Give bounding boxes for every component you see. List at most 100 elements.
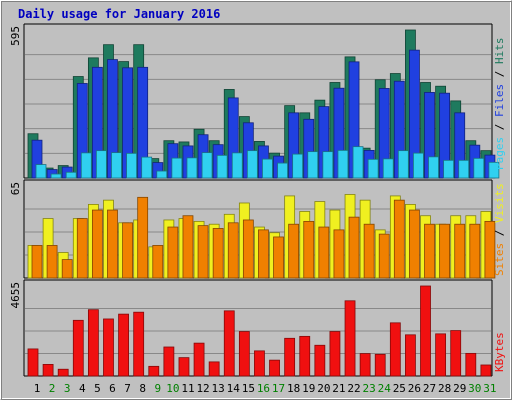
bar-sites-day-29 <box>454 223 466 279</box>
bar-pages-day-18 <box>292 153 304 179</box>
bar-sites-day-10 <box>167 226 179 279</box>
bar-sites-day-12 <box>197 225 209 279</box>
bar-kbytes-day-1 <box>27 348 39 377</box>
axis-max-label: 4655 <box>9 282 22 309</box>
bar-sites-day-16 <box>258 229 269 279</box>
x-tick-label: 22 <box>347 382 360 395</box>
bar-sites-day-15 <box>242 219 254 279</box>
bar-kbytes-day-23 <box>359 353 371 377</box>
bar-pages-day-17 <box>277 162 288 179</box>
x-tick-label: 10 <box>166 382 179 395</box>
bar-kbytes-day-14 <box>223 310 235 377</box>
x-tick-label: 2 <box>49 382 56 395</box>
bar-sites-day-20 <box>318 226 330 279</box>
chart-title: Daily usage for January 2016 <box>18 7 220 21</box>
bar-pages-day-10 <box>171 157 183 179</box>
legend-label-pages: Pages <box>493 137 506 170</box>
panel-kbytes: 4655 <box>9 279 493 377</box>
bar-kbytes-day-3 <box>57 368 69 377</box>
bar-sites-day-17 <box>273 236 284 279</box>
panel-hits: 595 <box>9 23 500 179</box>
bar-kbytes-day-8 <box>133 311 145 377</box>
x-tick-label: 7 <box>124 382 131 395</box>
legend-label-visits: Visits <box>493 183 506 223</box>
bar-sites-day-19 <box>303 220 315 279</box>
bar-kbytes-day-25 <box>389 322 401 377</box>
legend-separator: / <box>493 64 506 84</box>
x-tick-label: 23 <box>363 382 376 395</box>
bar-sites-day-27 <box>424 223 435 279</box>
legend-bottom: KBytes <box>493 332 506 372</box>
bar-kbytes-day-12 <box>193 342 205 377</box>
x-tick-label: 21 <box>332 382 345 395</box>
bar-kbytes-day-28 <box>435 333 447 377</box>
bar-sites-day-18 <box>288 223 300 279</box>
bar-sites-day-13 <box>212 228 224 279</box>
x-tick-label: 1 <box>34 382 41 395</box>
x-tick-label: 29 <box>453 382 466 395</box>
x-tick-label: 24 <box>378 382 392 395</box>
x-tick-label: 12 <box>196 382 209 395</box>
bar-pages-day-11 <box>186 157 198 179</box>
bar-kbytes-day-7 <box>118 313 129 377</box>
bar-kbytes-day-20 <box>314 344 326 377</box>
bar-pages-day-14 <box>231 152 243 179</box>
bar-pages-day-9 <box>156 170 168 179</box>
bar-pages-day-21 <box>337 149 349 179</box>
bar-pages-day-7 <box>126 152 137 179</box>
bar-sites-day-1 <box>31 245 43 279</box>
bar-sites-day-26 <box>409 209 420 279</box>
bar-pages-day-23 <box>367 158 379 179</box>
bar-pages-day-8 <box>141 156 153 179</box>
bar-kbytes-day-26 <box>405 334 416 377</box>
bar-sites-day-3 <box>61 259 73 279</box>
bar-sites-day-2 <box>46 245 58 279</box>
x-tick-label: 25 <box>393 382 406 395</box>
bar-kbytes-day-19 <box>299 335 311 377</box>
x-tick-label: 9 <box>154 382 161 395</box>
bar-pages-day-3 <box>65 171 77 179</box>
bar-pages-day-28 <box>443 159 455 179</box>
bar-sites-day-4 <box>76 218 88 279</box>
bar-kbytes-day-22 <box>344 300 356 377</box>
bar-kbytes-day-10 <box>163 346 175 377</box>
x-tick-label: 28 <box>438 382 451 395</box>
bar-sites-day-30 <box>469 223 481 279</box>
bar-pages-day-1 <box>35 164 47 179</box>
bar-sites-day-8 <box>137 196 149 279</box>
bar-sites-day-21 <box>333 229 345 279</box>
legend-separator: / <box>493 223 506 243</box>
x-tick-label: 15 <box>242 382 255 395</box>
series-pages <box>35 146 500 179</box>
x-tick-label: 30 <box>468 382 481 395</box>
bar-kbytes-day-5 <box>87 309 99 377</box>
bar-kbytes-day-21 <box>329 331 341 377</box>
legend-middle: Sites / Visits <box>493 183 506 276</box>
bar-sites-day-14 <box>227 222 239 279</box>
bar-kbytes-day-27 <box>420 285 431 377</box>
bar-pages-day-30 <box>473 157 485 179</box>
x-tick-label: 16 <box>257 382 270 395</box>
bar-kbytes-day-11 <box>178 357 190 377</box>
bar-pages-day-12 <box>201 152 213 179</box>
x-tick-label: 8 <box>139 382 146 395</box>
bar-sites-day-22 <box>348 216 360 279</box>
bar-kbytes-day-15 <box>238 331 250 377</box>
x-tick-label: 31 <box>483 382 496 395</box>
bar-kbytes-day-4 <box>72 319 84 377</box>
legend-top: Pages / Files / Hits <box>493 38 506 171</box>
bar-pages-day-19 <box>307 151 319 179</box>
bar-pages-day-22 <box>352 146 364 179</box>
x-axis-labels: 1 2 3 4 5 6 7 8 9 10 11 12 13 14 15 16 17 18 19 20 21 22 23 24 2… <box>34 382 497 395</box>
bar-sites-day-25 <box>393 199 405 279</box>
bar-sites-day-5 <box>91 209 103 279</box>
bar-pages-day-29 <box>458 159 470 179</box>
legend-label-files: Files <box>493 84 506 117</box>
bar-sites-day-7 <box>122 222 133 279</box>
x-tick-label: 26 <box>408 382 421 395</box>
panels-layer: 595 65 4655 <box>9 23 500 377</box>
bar-pages-day-4 <box>80 152 92 179</box>
bar-sites-day-31 <box>484 220 496 279</box>
x-tick-label: 6 <box>109 382 116 395</box>
